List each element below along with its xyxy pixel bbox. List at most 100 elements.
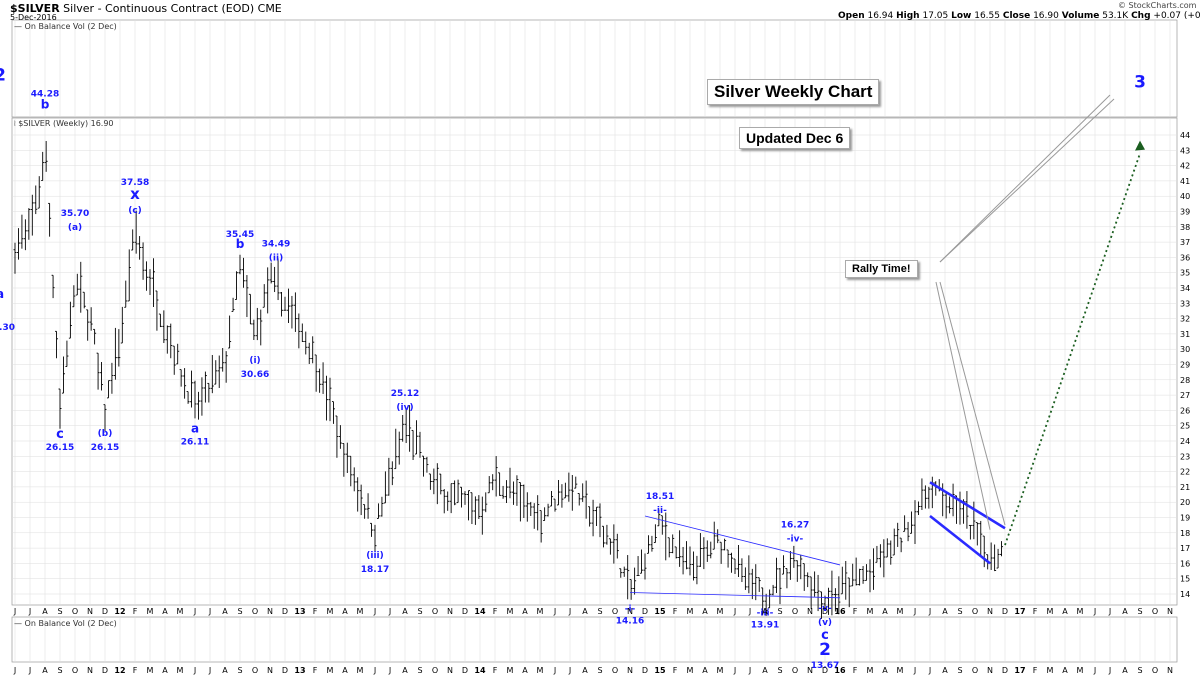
x-tick-label: 13 xyxy=(294,607,305,616)
trendline-upper xyxy=(644,515,841,566)
x-tick-label: J xyxy=(928,607,931,616)
x-tick-label: F xyxy=(853,607,858,616)
x-tick-label: D xyxy=(642,607,648,616)
y-tick-label: 34 xyxy=(1180,284,1190,293)
x-tick-label: M xyxy=(897,666,904,675)
x-tick-label: O xyxy=(1152,607,1158,616)
x-tick-label: 17 xyxy=(1014,607,1025,616)
x-tick-label: F xyxy=(313,666,318,675)
x-tick-label: N xyxy=(627,607,633,616)
x-tick-label: F xyxy=(673,607,678,616)
y-tick-label: 17 xyxy=(1180,544,1190,553)
x-tick-label: A xyxy=(522,666,528,675)
x-tick-label: A xyxy=(582,607,588,616)
bottom-indicator-panel xyxy=(11,616,1178,663)
x-tick-label: S xyxy=(1137,607,1142,616)
x-tick-label: M xyxy=(507,607,514,616)
x-tick-label: O xyxy=(612,666,618,675)
x-tick-label: S xyxy=(957,607,962,616)
y-tick-label: 26 xyxy=(1180,406,1190,415)
callout-pointer-line xyxy=(939,98,1115,263)
x-tick-label: F xyxy=(133,607,138,616)
x-tick-label: A xyxy=(342,666,348,675)
x-tick-label: F xyxy=(493,666,498,675)
x-tick-label: J xyxy=(373,666,376,675)
x-tick-label: N xyxy=(1167,666,1173,675)
x-tick-label: J xyxy=(913,607,916,616)
symbol: $SILVER xyxy=(10,2,60,15)
x-tick-label: A xyxy=(882,607,888,616)
wave-label: .30 xyxy=(0,323,15,333)
x-tick-label: A xyxy=(762,607,768,616)
x-tick-label: O xyxy=(252,666,258,675)
wave-label: 34.49 xyxy=(262,240,290,250)
wave-label: 35.45 xyxy=(226,230,254,240)
wave-label: x xyxy=(130,185,140,203)
x-tick-label: D xyxy=(1002,666,1008,675)
x-tick-label: N xyxy=(267,607,273,616)
y-tick-label: 32 xyxy=(1180,315,1190,324)
y-tick-label: 36 xyxy=(1180,253,1190,262)
x-tick-label: M xyxy=(867,666,874,675)
x-tick-label: S xyxy=(777,607,782,616)
x-tick-label: J xyxy=(748,666,751,675)
x-tick-label: M xyxy=(327,666,334,675)
y-tick-label: 44 xyxy=(1180,131,1190,140)
x-tick-label: M xyxy=(357,666,364,675)
x-tick-label: J xyxy=(568,607,571,616)
x-tick-label: M xyxy=(507,666,514,675)
x-tick-label: F xyxy=(493,607,498,616)
y-tick-label: 39 xyxy=(1180,208,1190,217)
x-tick-label: S xyxy=(777,666,782,675)
x-tick-label: 14 xyxy=(474,607,486,616)
wave-label: (v) xyxy=(818,618,832,628)
x-tick-label: 15 xyxy=(654,666,666,675)
wedge-upper-line xyxy=(929,481,1006,530)
y-tick-label: 15 xyxy=(1180,575,1190,584)
x-tick-label: S xyxy=(597,666,602,675)
wave-label: 35.70 xyxy=(61,209,89,219)
x-tick-label: A xyxy=(162,607,168,616)
dash-icon: — xyxy=(14,22,25,31)
x-tick-label: A xyxy=(222,666,228,675)
y-tick-label: 25 xyxy=(1180,422,1190,431)
x-tick-label: S xyxy=(57,607,62,616)
x-tick-label: F xyxy=(1033,607,1038,616)
y-tick-label: 30 xyxy=(1180,345,1190,354)
wave-label: (ii) xyxy=(269,254,283,264)
x-tick-label: N xyxy=(447,666,453,675)
stockcharts-brand: © StockCharts.com xyxy=(1118,1,1197,10)
x-tick-label: O xyxy=(432,666,438,675)
x-tick-label: M xyxy=(1047,607,1054,616)
wedge-lower-line xyxy=(929,514,991,565)
trendline-lower xyxy=(629,592,841,599)
wave-label: (b) xyxy=(98,429,113,439)
x-tick-label: S xyxy=(597,607,602,616)
x-tick-label: M xyxy=(867,607,874,616)
x-tick-label: F xyxy=(133,666,138,675)
rally-time-callout: Rally Time! xyxy=(845,260,918,278)
x-tick-label: J xyxy=(733,607,736,616)
wave-label: 2 xyxy=(819,640,831,660)
x-tick-label: N xyxy=(807,666,813,675)
wave-label: (i) xyxy=(249,356,260,366)
wave-label: -ii- xyxy=(653,506,667,516)
x-tick-label: J xyxy=(568,666,571,675)
x-tick-label: S xyxy=(1137,666,1142,675)
x-tick-label: A xyxy=(942,607,948,616)
updated-callout: Updated Dec 6 xyxy=(739,127,851,149)
x-tick-label: A xyxy=(702,666,708,675)
wave-label: -iv- xyxy=(787,534,804,544)
ohlc-readout: Open 16.94 High 17.05 Low 16.55 Close 16… xyxy=(838,11,1200,21)
wave-label: (iv) xyxy=(396,403,413,413)
wave-label: b xyxy=(41,98,50,112)
x-tick-label: A xyxy=(42,666,48,675)
exchange: CME xyxy=(257,2,282,15)
x-tick-label: S xyxy=(237,607,242,616)
x-tick-label: J xyxy=(1108,607,1111,616)
x-tick-label: 14 xyxy=(474,666,486,675)
wave-label: 37.58 xyxy=(121,178,149,188)
x-tick-label: S xyxy=(417,666,422,675)
x-tick-label: M xyxy=(717,666,724,675)
wave-label: 44.28 xyxy=(31,90,59,100)
